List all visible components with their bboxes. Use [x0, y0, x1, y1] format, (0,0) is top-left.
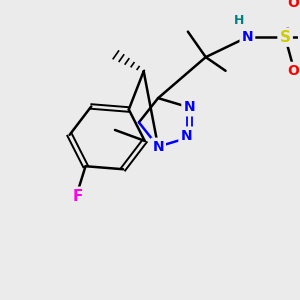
- Text: S: S: [280, 30, 291, 45]
- Text: N: N: [152, 140, 164, 154]
- Text: O: O: [287, 0, 299, 11]
- Text: N: N: [183, 100, 195, 114]
- Text: H: H: [234, 14, 245, 27]
- Text: O: O: [287, 64, 299, 78]
- Text: F: F: [72, 189, 83, 204]
- Text: N: N: [242, 30, 253, 44]
- Text: N: N: [180, 128, 192, 142]
